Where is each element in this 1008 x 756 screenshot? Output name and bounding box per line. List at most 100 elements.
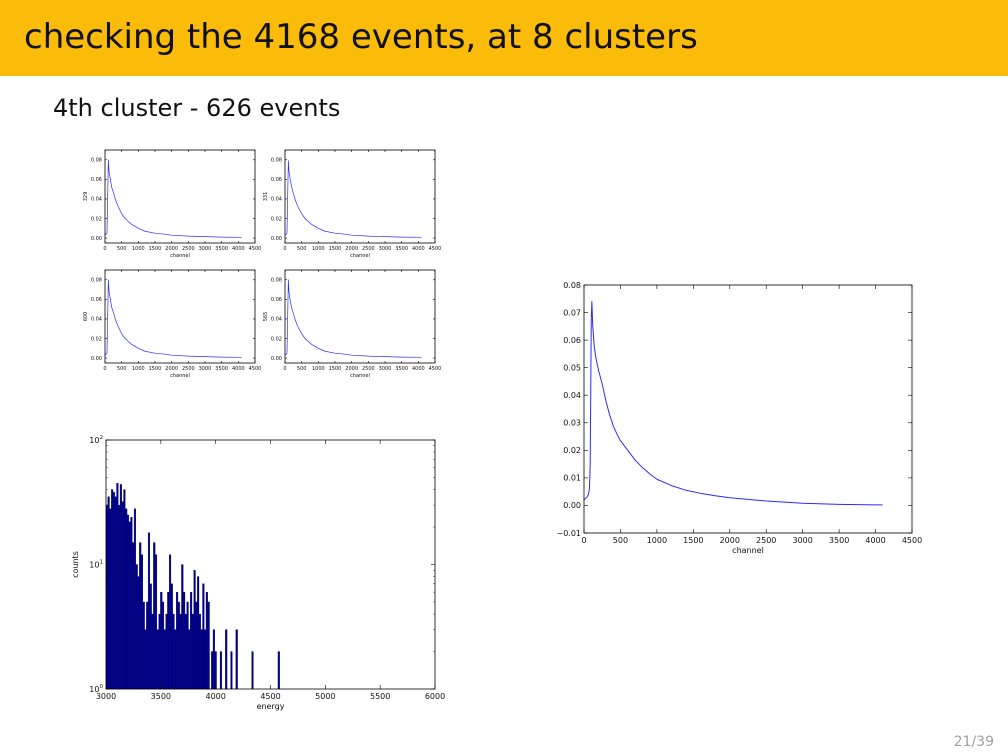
y-tick-label: 0.04: [563, 391, 581, 400]
x-tick-label: 500: [297, 366, 307, 372]
x-tick-label: 3000: [379, 366, 392, 372]
histogram-bar: [214, 651, 217, 690]
y-tick-label: 0.04: [271, 197, 282, 203]
y-axis-label: counts: [71, 551, 80, 578]
y-tick-label: 0.00: [271, 236, 282, 242]
histogram-bar: [109, 508, 112, 690]
x-tick-label: 4000: [205, 692, 225, 701]
x-tick-label: 3000: [96, 692, 116, 701]
histogram-bar: [174, 629, 177, 690]
histogram-bar: [153, 542, 156, 690]
x-tick-label: 500: [613, 536, 628, 545]
y-tick-label: 0.05: [563, 363, 581, 372]
y-tick-base: 10: [89, 685, 99, 694]
histogram-bar: [219, 651, 222, 690]
histogram-bar: [114, 496, 117, 690]
y-tick-label: 0.02: [563, 446, 581, 455]
histogram-bar: [123, 489, 126, 690]
histogram-bar: [116, 483, 119, 690]
chart-energy-histogram: 3000 3500 4000 4500 5000 5500 6000100101102ene…: [71, 435, 445, 711]
histogram-bar: [142, 601, 145, 690]
histogram-bar: [139, 542, 142, 690]
x-tick-label: 4000: [232, 246, 245, 252]
y-tick-label: 0.08: [271, 278, 282, 284]
chart-small-top-left: 0 500 1000 1500 2000 2500 3000 3500 4000 4500 0.00…: [83, 149, 262, 259]
y-tick-label: 0.06: [271, 297, 282, 303]
x-axis-label: energy: [257, 702, 285, 711]
series-line: [284, 160, 422, 238]
x-tick-label: 4500: [249, 366, 262, 372]
histogram-bar: [183, 591, 186, 690]
histogram-bar: [112, 492, 115, 690]
x-tick-label: 0: [581, 536, 586, 545]
y-axis-label: 600: [83, 312, 89, 322]
x-tick-label: 2000: [165, 366, 178, 372]
y-tick-label: 0.02: [271, 216, 282, 222]
histogram-bar: [205, 591, 208, 690]
y-tick-label: 0.08: [271, 158, 282, 164]
plot-frame: [104, 269, 256, 364]
histogram-bar: [198, 613, 201, 690]
x-tick-label: 2000: [165, 246, 178, 252]
x-tick-label: 0: [283, 366, 286, 372]
histogram-bar: [211, 651, 214, 690]
x-tick-label: 4000: [412, 246, 425, 252]
y-tick-label: 0.06: [271, 177, 282, 183]
x-tick-label: 500: [117, 246, 127, 252]
x-axis-label: channel: [350, 373, 370, 379]
histogram-bar: [118, 504, 121, 690]
y-tick-label: 0.04: [271, 317, 282, 323]
histogram-bar: [172, 613, 175, 690]
x-tick-label: 3500: [215, 246, 228, 252]
y-tick-exponent: 2: [99, 435, 103, 441]
x-tick-label: 1000: [312, 246, 325, 252]
histogram-bar: [154, 554, 158, 690]
x-tick-label: 500: [297, 246, 307, 252]
histogram-bar: [107, 496, 110, 690]
x-tick-label: 4500: [429, 366, 442, 372]
chart-small-top-right: 0 500 1000 1500 2000 2500 3000 3500 4000 4500 0.00…: [263, 149, 441, 259]
histogram-bar: [212, 629, 215, 690]
histogram-bar: [132, 542, 135, 690]
histogram-bar: [193, 570, 196, 690]
histogram-bar: [144, 629, 147, 690]
slide-subtitle: 4th cluster - 626 events: [53, 94, 341, 122]
x-tick-label: 4500: [902, 536, 922, 545]
histogram-bar: [158, 613, 161, 690]
x-tick-label: 1500: [329, 246, 342, 252]
x-axis-label: channel: [350, 253, 370, 259]
chart-small-bottom-right: 0 500 1000 1500 2000 2500 3000 3500 4000 4500 0.00…: [263, 269, 442, 379]
x-tick-label: 1000: [132, 246, 145, 252]
histogram-bar: [149, 583, 152, 690]
x-tick-label: 4000: [232, 366, 245, 372]
histogram-bar: [204, 629, 207, 690]
histogram-bar: [225, 629, 228, 690]
x-tick-label: 4000: [865, 536, 885, 545]
x-tick-label: 1500: [329, 366, 342, 372]
y-tick-label: 0.04: [91, 317, 102, 323]
series-line: [104, 159, 242, 238]
title-bar: [0, 0, 1008, 76]
histogram-bar: [195, 601, 198, 690]
y-tick-base: 10: [89, 436, 99, 445]
histogram-bar: [188, 629, 191, 690]
y-tick-exponent: 0: [99, 684, 103, 690]
chart-small-bottom-left: 0 500 1000 1500 2000 2500 3000 3500 4000 4500 0.00…: [83, 269, 262, 379]
x-tick-label: 1000: [132, 366, 145, 372]
histogram-bar: [190, 591, 193, 690]
y-axis-label: 565: [263, 312, 269, 322]
histogram-bar: [181, 564, 184, 690]
x-tick-label: 3500: [215, 366, 228, 372]
y-tick-label: 0.08: [91, 278, 102, 284]
series-line: [284, 279, 422, 358]
histogram-bar: [137, 576, 140, 690]
histogram-bar: [128, 521, 131, 690]
x-tick-label: 4500: [260, 692, 280, 701]
x-tick-label: 4500: [249, 246, 262, 252]
slide-title: checking the 4168 events, at 8 clusters: [24, 17, 698, 57]
plot-frame: [284, 149, 436, 244]
x-tick-label: 2500: [182, 246, 195, 252]
x-tick-label: 500: [117, 366, 127, 372]
x-tick-label: 1500: [683, 536, 703, 545]
y-tick-label: 0.06: [563, 336, 581, 345]
